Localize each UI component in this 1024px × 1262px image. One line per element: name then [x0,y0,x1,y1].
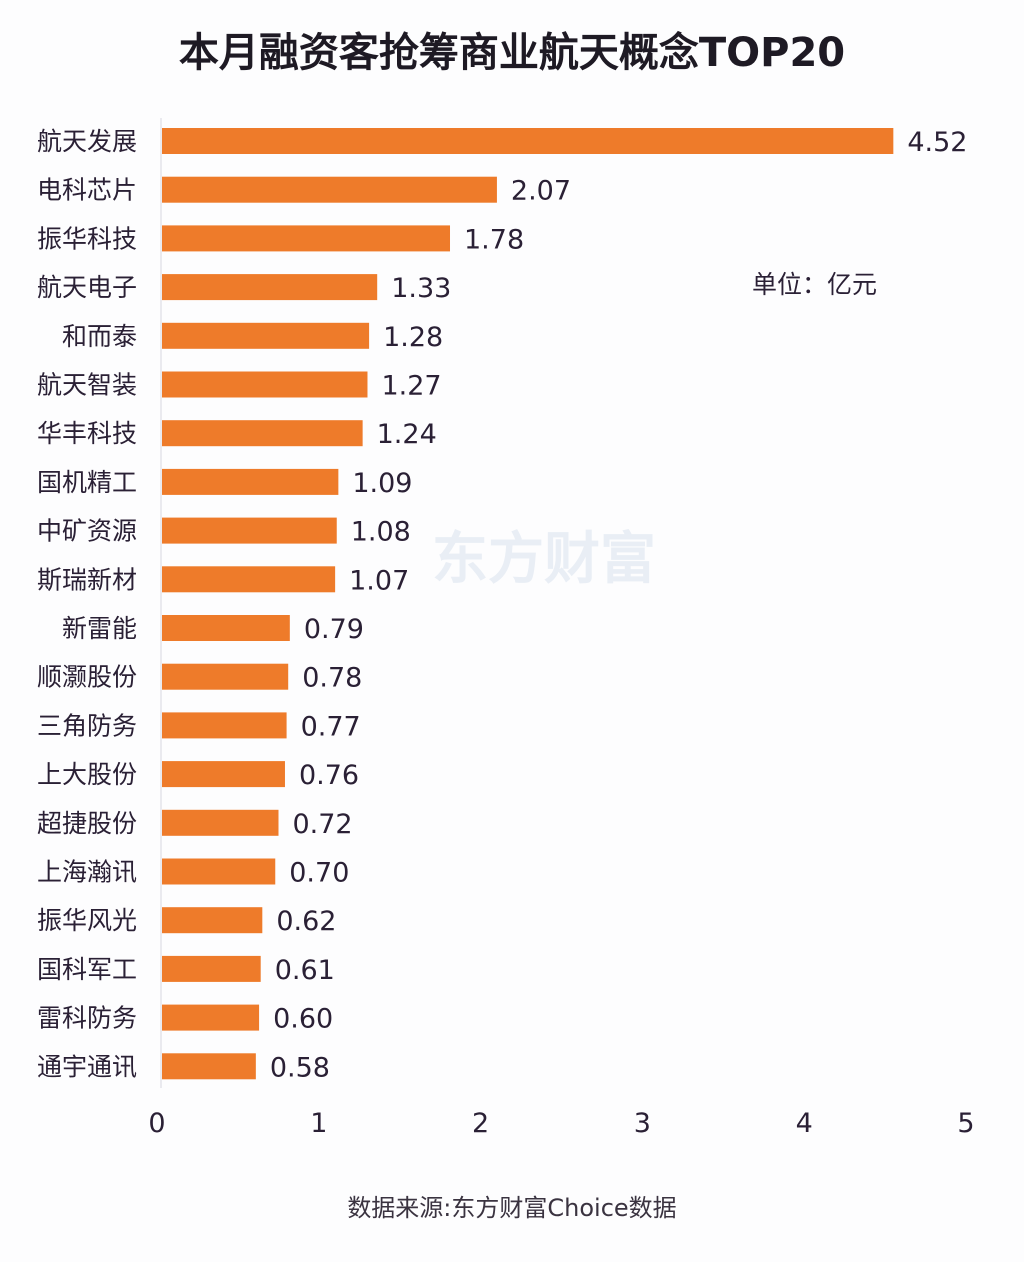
category-label: 振华风光 [37,906,137,935]
value-label: 1.24 [377,419,437,450]
bar [162,858,276,885]
x-tick-label: 4 [796,1108,813,1139]
bar [162,225,451,252]
value-label: 0.58 [270,1052,330,1083]
category-label: 通宇通讯 [37,1052,137,1081]
x-tick-label: 1 [310,1108,327,1139]
bar [162,955,261,982]
x-tick-label: 0 [148,1108,165,1139]
category-label: 中矿资源 [37,517,137,546]
watermark: 东方财富 [432,527,656,592]
category-label: 超捷股份 [37,809,137,838]
category-label: 航天电子 [37,273,137,302]
data-source: 数据来源:东方财富Choice数据 [347,1194,676,1222]
bar [162,1004,260,1031]
value-label: 0.72 [292,809,352,840]
x-tick-label: 5 [957,1108,974,1139]
bar [162,322,370,349]
category-label: 电科芯片 [37,176,137,205]
value-label: 0.62 [276,906,336,937]
category-label: 上海瀚讯 [37,858,137,887]
bar [162,371,368,398]
value-label: 0.77 [301,711,361,742]
bar [162,566,336,593]
category-label: 上大股份 [37,760,137,789]
category-label: 航天智装 [37,371,137,400]
value-label: 1.09 [352,468,412,499]
bar [162,907,263,934]
bar [162,1053,256,1080]
value-label: 2.07 [511,176,571,207]
value-label: 1.33 [391,273,451,304]
category-label: 和而泰 [62,322,137,351]
category-label: 三角防务 [37,711,137,740]
value-label: 1.27 [381,371,441,402]
value-label: 4.52 [907,127,967,158]
value-label: 1.07 [349,565,409,596]
category-label: 顺灏股份 [37,663,137,692]
unit-label: 单位：亿元 [752,270,877,299]
category-label: 斯瑞新材 [37,565,137,594]
value-label: 1.08 [351,517,411,548]
value-label: 1.78 [464,224,524,255]
chart-title: 本月融资客抢筹商业航天概念TOP20 [179,30,845,76]
category-label: 华丰科技 [37,419,137,448]
category-label: 航天发展 [37,127,137,156]
bar [162,663,289,690]
category-label: 国机精工 [37,468,137,497]
bar [162,761,285,788]
value-label: 0.61 [275,955,335,986]
value-label: 0.79 [304,614,364,645]
x-tick-label: 3 [634,1108,651,1139]
value-label: 0.78 [302,663,362,694]
bar [162,274,378,301]
category-label: 雷科防务 [37,1004,137,1033]
value-label: 1.28 [383,322,443,353]
bar [162,615,290,641]
bar [162,712,287,739]
category-label: 国科军工 [37,955,137,984]
category-label: 新雷能 [62,614,137,643]
value-label: 0.70 [289,858,349,889]
bar [162,468,339,495]
bar [162,176,497,203]
bar [162,517,337,544]
value-label: 0.76 [299,760,359,791]
x-tick-label: 2 [472,1108,489,1139]
bar [162,128,894,154]
category-label: 振华科技 [37,224,137,253]
bar [162,420,363,447]
value-label: 0.60 [273,1004,333,1035]
bar [162,809,279,836]
